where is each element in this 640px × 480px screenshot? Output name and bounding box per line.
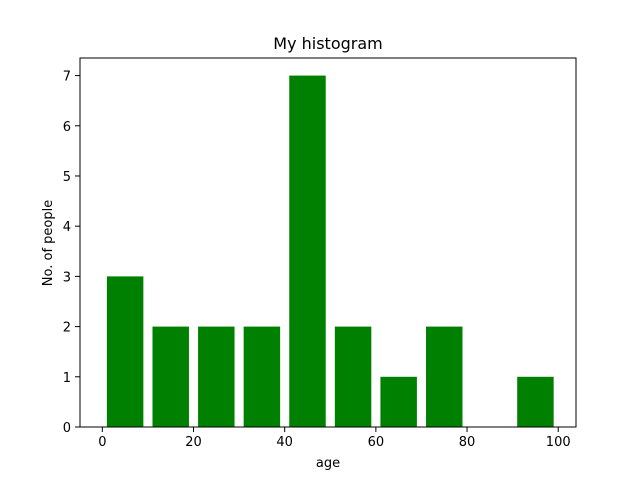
histogram-bar-7: [426, 326, 463, 427]
x-tick-label: 100: [546, 435, 571, 450]
chart-title: My histogram: [273, 34, 382, 53]
x-axis-ticks: 0 20 40 60 80 100: [98, 427, 571, 450]
histogram-bar-1: [152, 326, 189, 427]
histogram-bar-2: [198, 326, 235, 427]
y-tick-label: 2: [63, 321, 71, 336]
x-tick-label: 80: [459, 435, 476, 450]
x-tick-label: 0: [98, 435, 106, 450]
x-tick-label: 40: [276, 435, 293, 450]
y-tick-label: 6: [63, 120, 71, 135]
y-tick-label: 7: [63, 70, 71, 85]
histogram-bar-5: [334, 326, 372, 427]
x-axis-label: age: [316, 456, 340, 471]
histogram-bar-4: [289, 75, 326, 428]
x-tick-label: 60: [368, 435, 385, 450]
histogram-bar-9: [517, 376, 554, 427]
histogram-bar-3: [243, 326, 281, 427]
plot-area-frame: [79, 57, 577, 428]
y-tick-label: 5: [63, 170, 71, 185]
y-tick-label: 3: [63, 270, 71, 285]
x-tick-label: 20: [185, 435, 202, 450]
histogram-bar-0: [106, 276, 144, 427]
y-tick-label: 4: [63, 220, 71, 235]
histogram-bar-6: [380, 376, 417, 427]
y-axis-label: No. of people: [41, 200, 56, 286]
y-tick-label: 0: [63, 421, 71, 436]
y-tick-label: 1: [63, 371, 71, 386]
bars-group: [106, 75, 554, 428]
y-axis-ticks: 0 1 2 3 4 5 6 7: [63, 70, 80, 436]
